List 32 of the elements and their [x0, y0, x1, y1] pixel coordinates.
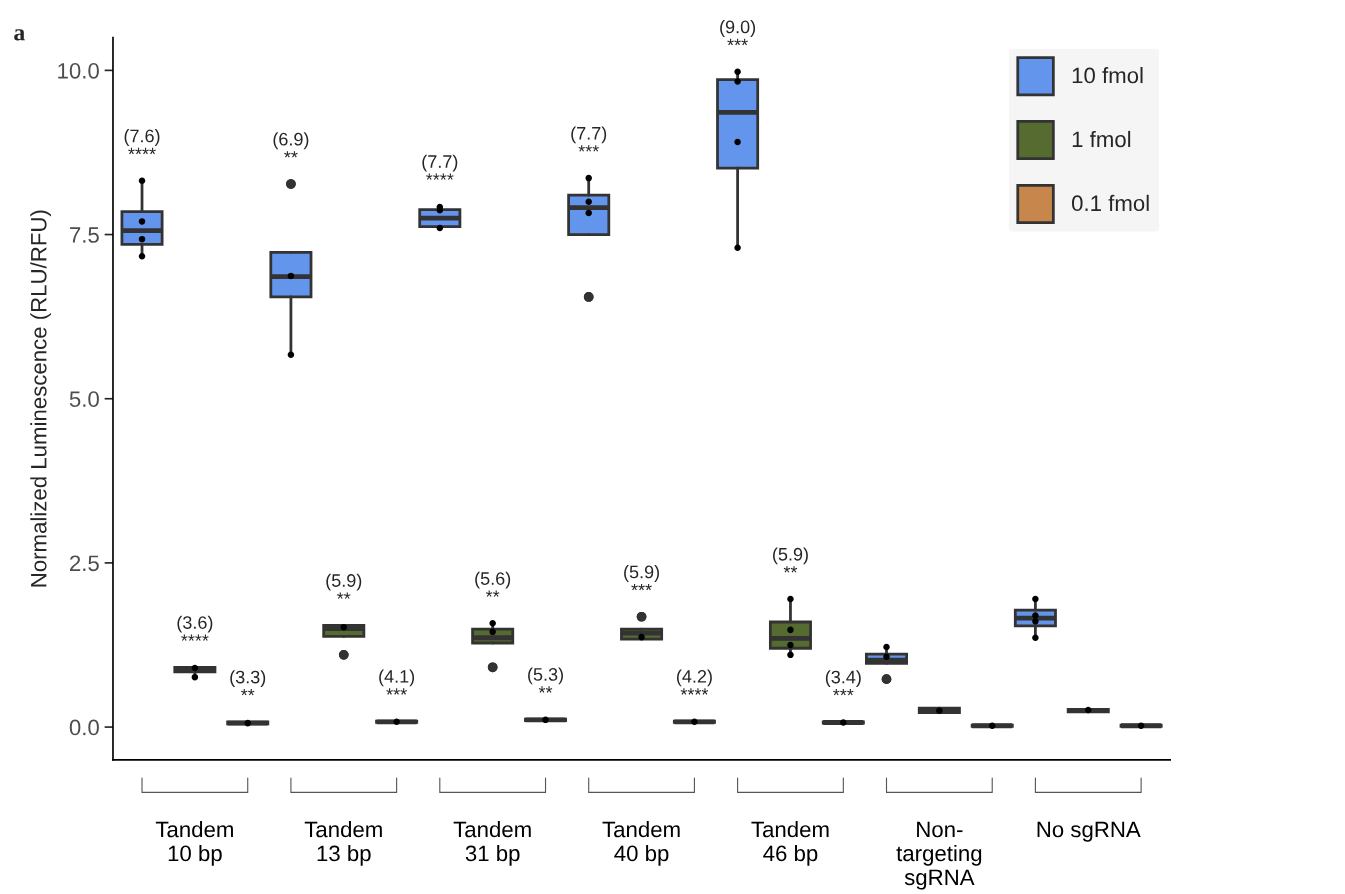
text: (7.6) ****	[124, 129, 160, 155]
y-tick-label: 5.0	[69, 391, 99, 407]
y-tick-label: 7.5	[70, 227, 99, 243]
text: (5.3) **	[528, 667, 563, 693]
text: (9.0) ***	[720, 20, 756, 46]
y-axis-title: Normalized Luminescence (RLU/RFU)	[30, 210, 51, 587]
text: (6.9) **	[273, 132, 309, 158]
text: (5.6) **	[475, 571, 511, 597]
text: (5.9) **	[773, 547, 808, 573]
text: (4.2) ****	[676, 669, 712, 695]
text: (3.4) ***	[825, 670, 861, 696]
text: (3.6) ****	[177, 615, 213, 641]
chart-title: a	[14, 29, 25, 41]
text: (5.9) **	[326, 573, 362, 599]
text: (7.7) ****	[422, 154, 458, 180]
text: (7.7) ***	[571, 126, 607, 152]
x-tick-label: Non- targeting sgRNA	[896, 821, 982, 890]
text: (4.1) ***	[379, 669, 415, 695]
legend-label: 1 fmol	[1072, 130, 1131, 148]
x-tick-label: Tandem 10 bp	[155, 821, 233, 866]
x-tick-label: Tandem 46 bp	[751, 821, 829, 866]
text: (3.3) **	[230, 670, 266, 696]
text: (5.9) ***	[624, 565, 660, 591]
y-tick-label: 10.0	[58, 62, 99, 79]
x-tick-label: Tandem 40 bp	[602, 821, 680, 866]
y-tick-label: 2.5	[70, 555, 99, 572]
y-tick-label: 0.0	[69, 719, 99, 736]
x-tick-label: Tandem 31 bp	[453, 821, 531, 866]
x-tick-label: No sgRNA	[1037, 821, 1141, 842]
legend-label: 0.1 fmol	[1071, 194, 1149, 212]
legend-label: 10 fmol	[1072, 67, 1143, 84]
x-tick-label: Tandem 13 bp	[304, 821, 382, 866]
